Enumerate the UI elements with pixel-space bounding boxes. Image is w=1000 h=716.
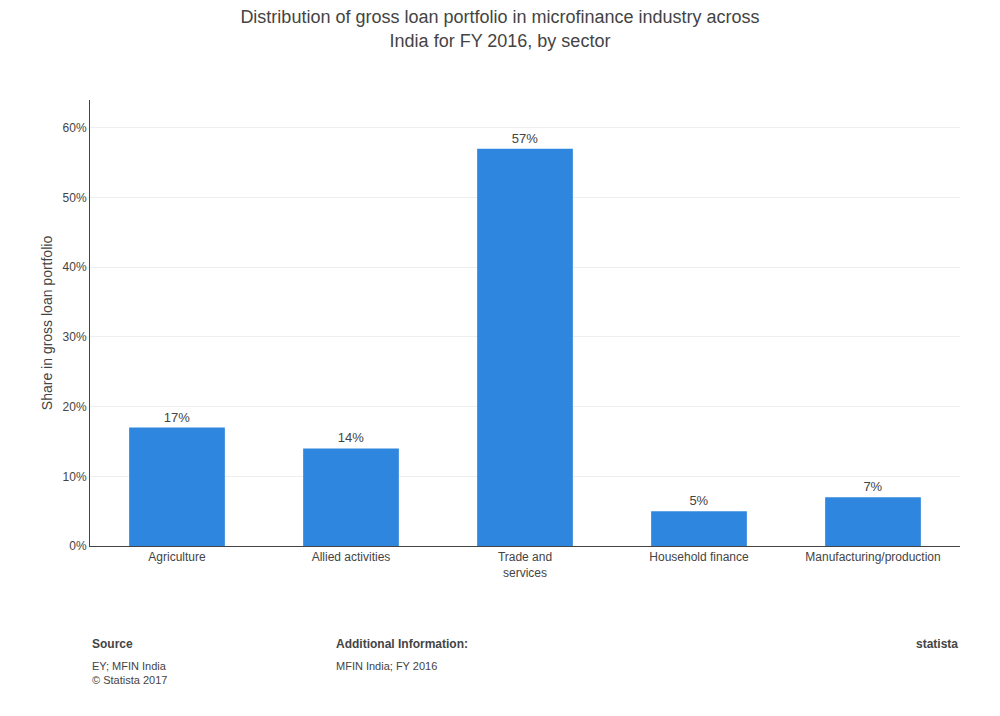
svg-text:60%: 60% [63, 121, 87, 135]
svg-text:Source: Source [92, 637, 133, 651]
svg-text:40%: 40% [63, 260, 87, 274]
svg-text:Household finance: Household finance [649, 550, 749, 564]
svg-text:5%: 5% [689, 493, 708, 508]
svg-text:20%: 20% [63, 400, 87, 414]
svg-text:Additional Information:: Additional Information: [336, 637, 468, 651]
svg-text:10%: 10% [63, 470, 87, 484]
svg-text:Share in gross loan portfolio: Share in gross loan portfolio [39, 236, 55, 411]
svg-text:Allied activities: Allied activities [312, 550, 391, 564]
svg-text:0%: 0% [69, 539, 87, 553]
svg-text:50%: 50% [63, 191, 87, 205]
svg-text:30%: 30% [63, 330, 87, 344]
svg-text:EY; MFIN India© Statista 2017: EY; MFIN India© Statista 2017 [92, 660, 167, 686]
svg-text:Agriculture: Agriculture [148, 550, 206, 564]
svg-text:Trade andservices: Trade andservices [498, 550, 552, 580]
svg-text:Distribution of gross loan por: Distribution of gross loan portfolio in … [240, 7, 759, 50]
svg-text:7%: 7% [863, 479, 882, 494]
svg-text:57%: 57% [512, 131, 538, 146]
svg-text:statista: statista [916, 637, 958, 651]
svg-text:MFIN India; FY 2016: MFIN India; FY 2016 [336, 660, 437, 672]
svg-text:Manufacturing/production: Manufacturing/production [805, 550, 940, 564]
svg-text:14%: 14% [338, 430, 364, 445]
svg-text:17%: 17% [164, 410, 190, 425]
